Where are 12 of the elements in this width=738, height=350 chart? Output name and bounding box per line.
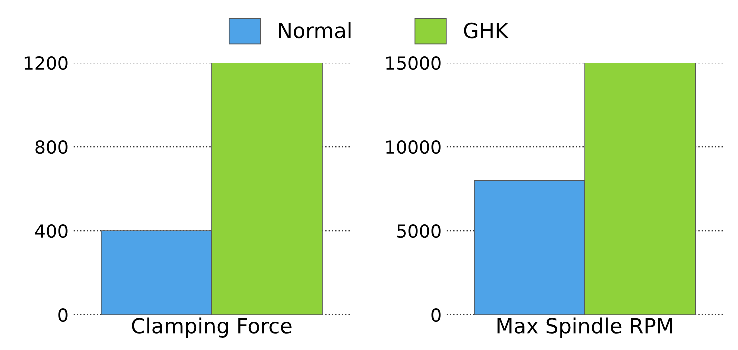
y-tick-label: 0 — [58, 308, 68, 322]
y-tick-label: 15000 — [386, 56, 441, 70]
x-tick-label: Clamping Force — [132, 318, 292, 338]
x-tick-label: Max Spindle RPM — [498, 318, 672, 338]
y-tick-label: 10000 — [386, 140, 441, 154]
y-tick-label: 0 — [432, 308, 441, 322]
legend-label: Normal — [279, 22, 351, 39]
y-tick-label: 800 — [36, 140, 68, 154]
y-tick-label: 1200 — [24, 56, 68, 70]
legend-label: GHK — [464, 22, 510, 39]
y-tick-label: 5000 — [397, 224, 441, 238]
y-tick-label: 400 — [35, 224, 68, 238]
